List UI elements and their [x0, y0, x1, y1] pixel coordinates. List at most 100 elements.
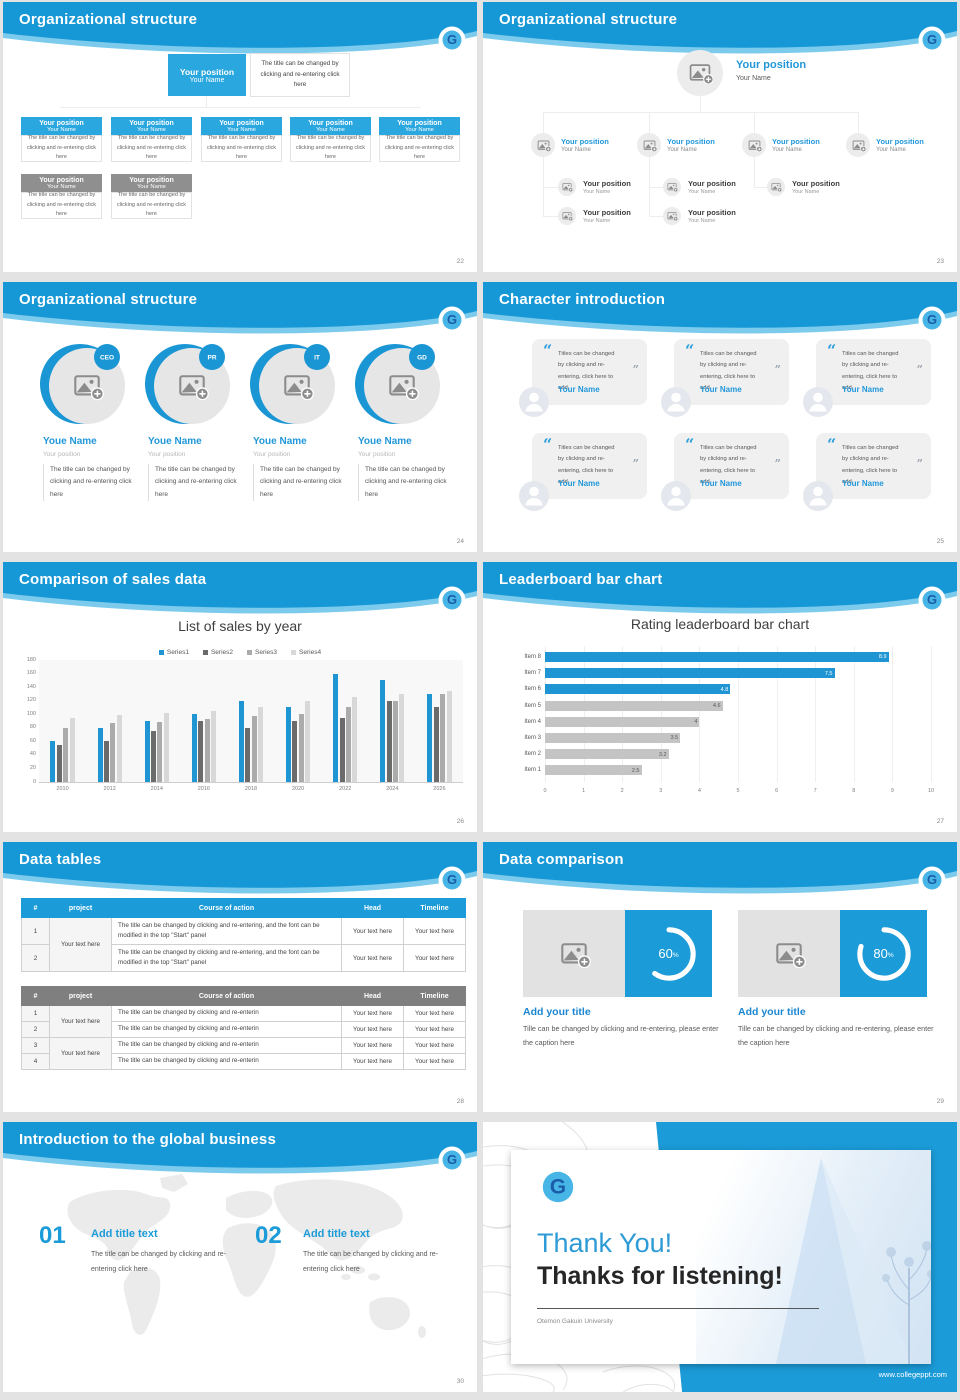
thank-you-title: Thank You! — [537, 1228, 673, 1258]
university-logo-icon — [438, 1146, 466, 1174]
table-row: 2 The title can be changed by clicking a… — [21, 944, 466, 972]
university-logo-icon — [918, 306, 946, 334]
table-cell: 1 — [21, 1005, 50, 1022]
x-axis-label: 2026 — [433, 786, 446, 792]
cell-slide-27: Leaderboard bar chart Rating leaderboard… — [480, 560, 960, 840]
image-placeholder-icon — [776, 942, 806, 968]
item-number: 02 — [255, 1222, 282, 1249]
person-name: Your Name — [558, 385, 600, 394]
org-node-name: Your Name — [688, 189, 716, 195]
column-header: Course of action — [111, 898, 342, 918]
table-cell: Your text here — [403, 944, 466, 972]
table-cell: The title can be changed by clicking and… — [111, 944, 342, 972]
member-description: The title can be changed by clicking and… — [253, 464, 344, 502]
cell-slide-29: Data comparison 60% Add your title Tille… — [480, 840, 960, 1120]
table-cell: Your text here — [341, 944, 404, 972]
x-axis-label: 3 — [659, 788, 663, 794]
slide-header: Introduction to the global business — [3, 1122, 477, 1182]
org-node-position: Your position — [583, 179, 631, 188]
quote-text: Titles can be changed by clicking and re… — [558, 445, 615, 485]
slide-header: Organizational structure — [483, 2, 957, 62]
organization-name: Otemon Gakuin University — [537, 1318, 613, 1325]
table-header-row: # project Course of action Head Timeline — [21, 898, 466, 918]
legend-label: Series3 — [255, 649, 278, 656]
chart-bar — [298, 714, 304, 782]
photo-placeholder — [663, 207, 681, 225]
chart-bar — [69, 717, 75, 782]
slide-character-introduction: Character introduction “ Titles can be c… — [483, 282, 957, 552]
org-node-name: Your Name — [688, 218, 716, 224]
x-axis-label: 5 — [736, 788, 740, 794]
table-cell: Your text here — [403, 1021, 466, 1038]
close-quote-icon: ” — [774, 363, 781, 376]
org-node-name: Your Name — [47, 126, 76, 133]
org-node-position: Your position — [583, 208, 631, 217]
percent-symbol: % — [672, 952, 679, 959]
column-header: Head — [341, 898, 404, 918]
image-placeholder — [738, 910, 840, 997]
column-header: project — [49, 986, 112, 1006]
legend-label: Series1 — [166, 649, 189, 656]
org-node-name: Your Name — [792, 189, 820, 195]
grid-line — [815, 646, 817, 782]
org-node-position: Your position — [667, 137, 715, 146]
slide-title: Organizational structure — [19, 11, 198, 28]
connector-line — [754, 112, 755, 133]
value-label: 8.9 — [878, 654, 887, 661]
chart-bar — [545, 684, 731, 695]
member-name: Youe Name — [148, 436, 202, 447]
grouped-bar-chart: 0 20 40 60 80 100 120 140 160 180 2010 2012 2014 2016… — [23, 657, 468, 802]
header-wave — [483, 2, 957, 54]
member-photo-badge: CEO — [40, 344, 125, 424]
table-cell: Your text here — [341, 1021, 404, 1038]
org-node-gray: Your position Your Name — [111, 174, 192, 192]
chart-bar — [56, 744, 62, 782]
quote-card: “ Titles can be changed by clicking and … — [674, 433, 789, 499]
item-label: Item 8 — [524, 654, 541, 660]
connector-line — [700, 96, 701, 112]
chart-bar — [163, 712, 169, 782]
thank-you-subtitle: Thanks for listening! — [537, 1262, 783, 1290]
header-wave — [3, 2, 477, 54]
item-heading: Add title text — [303, 1228, 370, 1240]
x-axis-line — [39, 782, 463, 783]
grid-line — [738, 646, 739, 782]
column-header: Timeline — [403, 898, 466, 918]
table-cell: 1 — [21, 917, 50, 945]
chart-plot-area — [39, 660, 463, 782]
item-heading: Add title text — [91, 1228, 158, 1240]
legend-swatch-icon — [202, 650, 208, 655]
percent-value: 60 — [658, 946, 673, 961]
connector-line — [543, 112, 544, 133]
thank-you-card: Thank You! Thanks for listening! Otemon … — [511, 1150, 931, 1364]
column-header: Timeline — [403, 986, 466, 1006]
org-node-position: Your position — [308, 119, 353, 127]
role-badge: IT — [314, 355, 320, 362]
chart-bar — [333, 673, 339, 782]
org-node-name: Your Name — [772, 147, 802, 153]
avatar-icon — [661, 481, 691, 511]
org-node-position: Your position — [39, 176, 84, 184]
grid-line — [622, 646, 624, 782]
y-axis-label: 40 — [29, 751, 36, 758]
member-description: The title can be changed by clicking and… — [43, 464, 134, 502]
panel-heading: Add your title — [738, 1006, 806, 1018]
grid-line — [660, 646, 662, 782]
connector-line — [858, 112, 859, 133]
university-logo-icon — [438, 26, 466, 54]
slide-data-tables: Data tables # project Course of action H… — [3, 842, 477, 1112]
org-node-position: Your position — [688, 179, 736, 188]
org-node-name: Your Name — [137, 126, 166, 133]
connector-line — [543, 216, 558, 217]
header-wave — [483, 562, 957, 614]
chart-bar — [380, 680, 386, 782]
value-label: 4.8 — [720, 686, 729, 693]
legend-item: Series1 — [158, 649, 189, 656]
chart-bar — [292, 721, 298, 782]
x-axis-label: 2012 — [103, 786, 116, 792]
member-position: Your position — [253, 451, 291, 458]
table-row: 4 The title can be changed by clicking a… — [21, 1053, 466, 1070]
member-name: Youe Name — [358, 436, 412, 447]
x-axis-label: 2020 — [291, 786, 305, 792]
slide-leaderboard-bar-chart: Leaderboard bar chart Rating leaderboard… — [483, 562, 957, 832]
